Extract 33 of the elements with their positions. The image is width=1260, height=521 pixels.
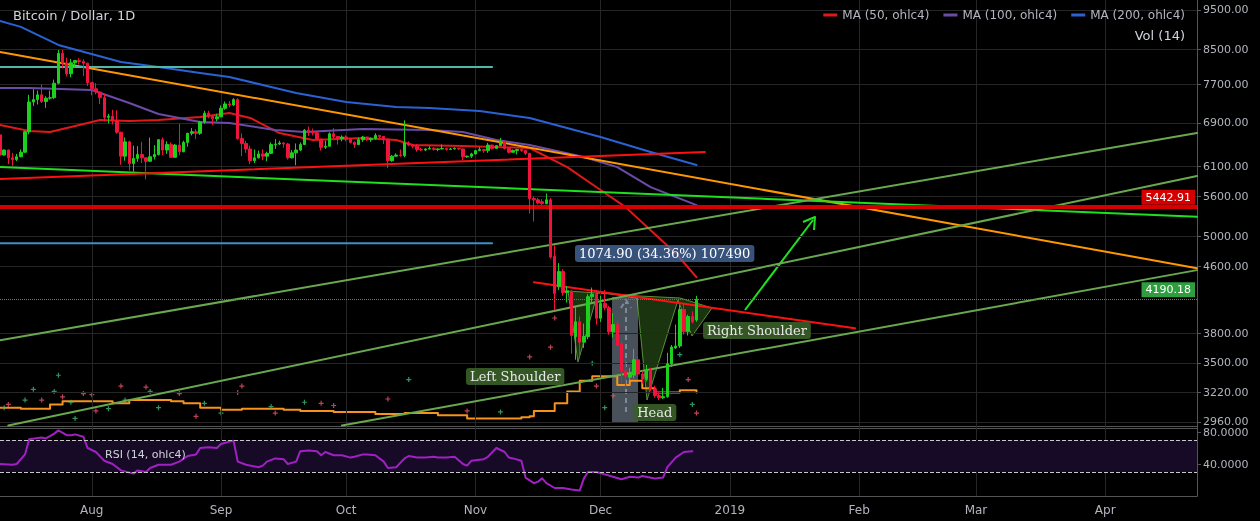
x-tick-label: Dec xyxy=(588,503,613,517)
y-tick-label: 3800.00 xyxy=(1203,327,1249,341)
y-tick-label: 6900.00 xyxy=(1203,116,1249,130)
y-tick-label: 40.0000 xyxy=(1203,457,1249,471)
x-tick-label: Sep xyxy=(209,503,233,517)
x-tick-label: Oct xyxy=(335,503,357,517)
legend-label: MA (100, ohlc4) xyxy=(962,8,1058,22)
y-tick-label: 3500.00 xyxy=(1203,356,1249,370)
annotation: Head xyxy=(637,404,673,420)
y-tick-label: 7700.00 xyxy=(1203,77,1249,91)
legend-label: MA (50, ohlc4) xyxy=(842,8,930,22)
text: Bitcoin / Dollar, 1D xyxy=(13,8,136,23)
y-tick-label: 6100.00 xyxy=(1203,159,1249,173)
ref-line-label: 4190.18 xyxy=(1145,283,1191,297)
annotation: Right Shoulder xyxy=(707,323,808,338)
x-tick-label: Aug xyxy=(80,503,104,517)
y-tick-label: 4600.00 xyxy=(1203,259,1249,273)
text: RSI (14, ohlc4) xyxy=(105,448,186,461)
x-tick-label: 2019 xyxy=(714,503,746,517)
y-tick-label: 8500.00 xyxy=(1203,42,1249,56)
y-tick-label: 5000.00 xyxy=(1203,230,1249,244)
legend-label: MA (200, ohlc4) xyxy=(1090,8,1186,22)
chart-title: Vol (14) xyxy=(1134,28,1186,43)
x-tick-label: Feb xyxy=(848,503,870,517)
y-tick-label: 3220.00 xyxy=(1203,385,1249,399)
x-tick-label: Apr xyxy=(1094,503,1116,517)
y-tick-label: 5600.00 xyxy=(1203,190,1249,204)
x-tick-label: Mar xyxy=(964,503,988,517)
y-tick-label: 9500.00 xyxy=(1203,3,1249,17)
annotation: Left Shoulder xyxy=(470,369,562,384)
x-tick-label: Nov xyxy=(463,503,488,517)
ref-line-label: 5442.91 xyxy=(1145,190,1191,204)
annotation: 1074.90 (34.36%) 107490 xyxy=(579,246,751,261)
